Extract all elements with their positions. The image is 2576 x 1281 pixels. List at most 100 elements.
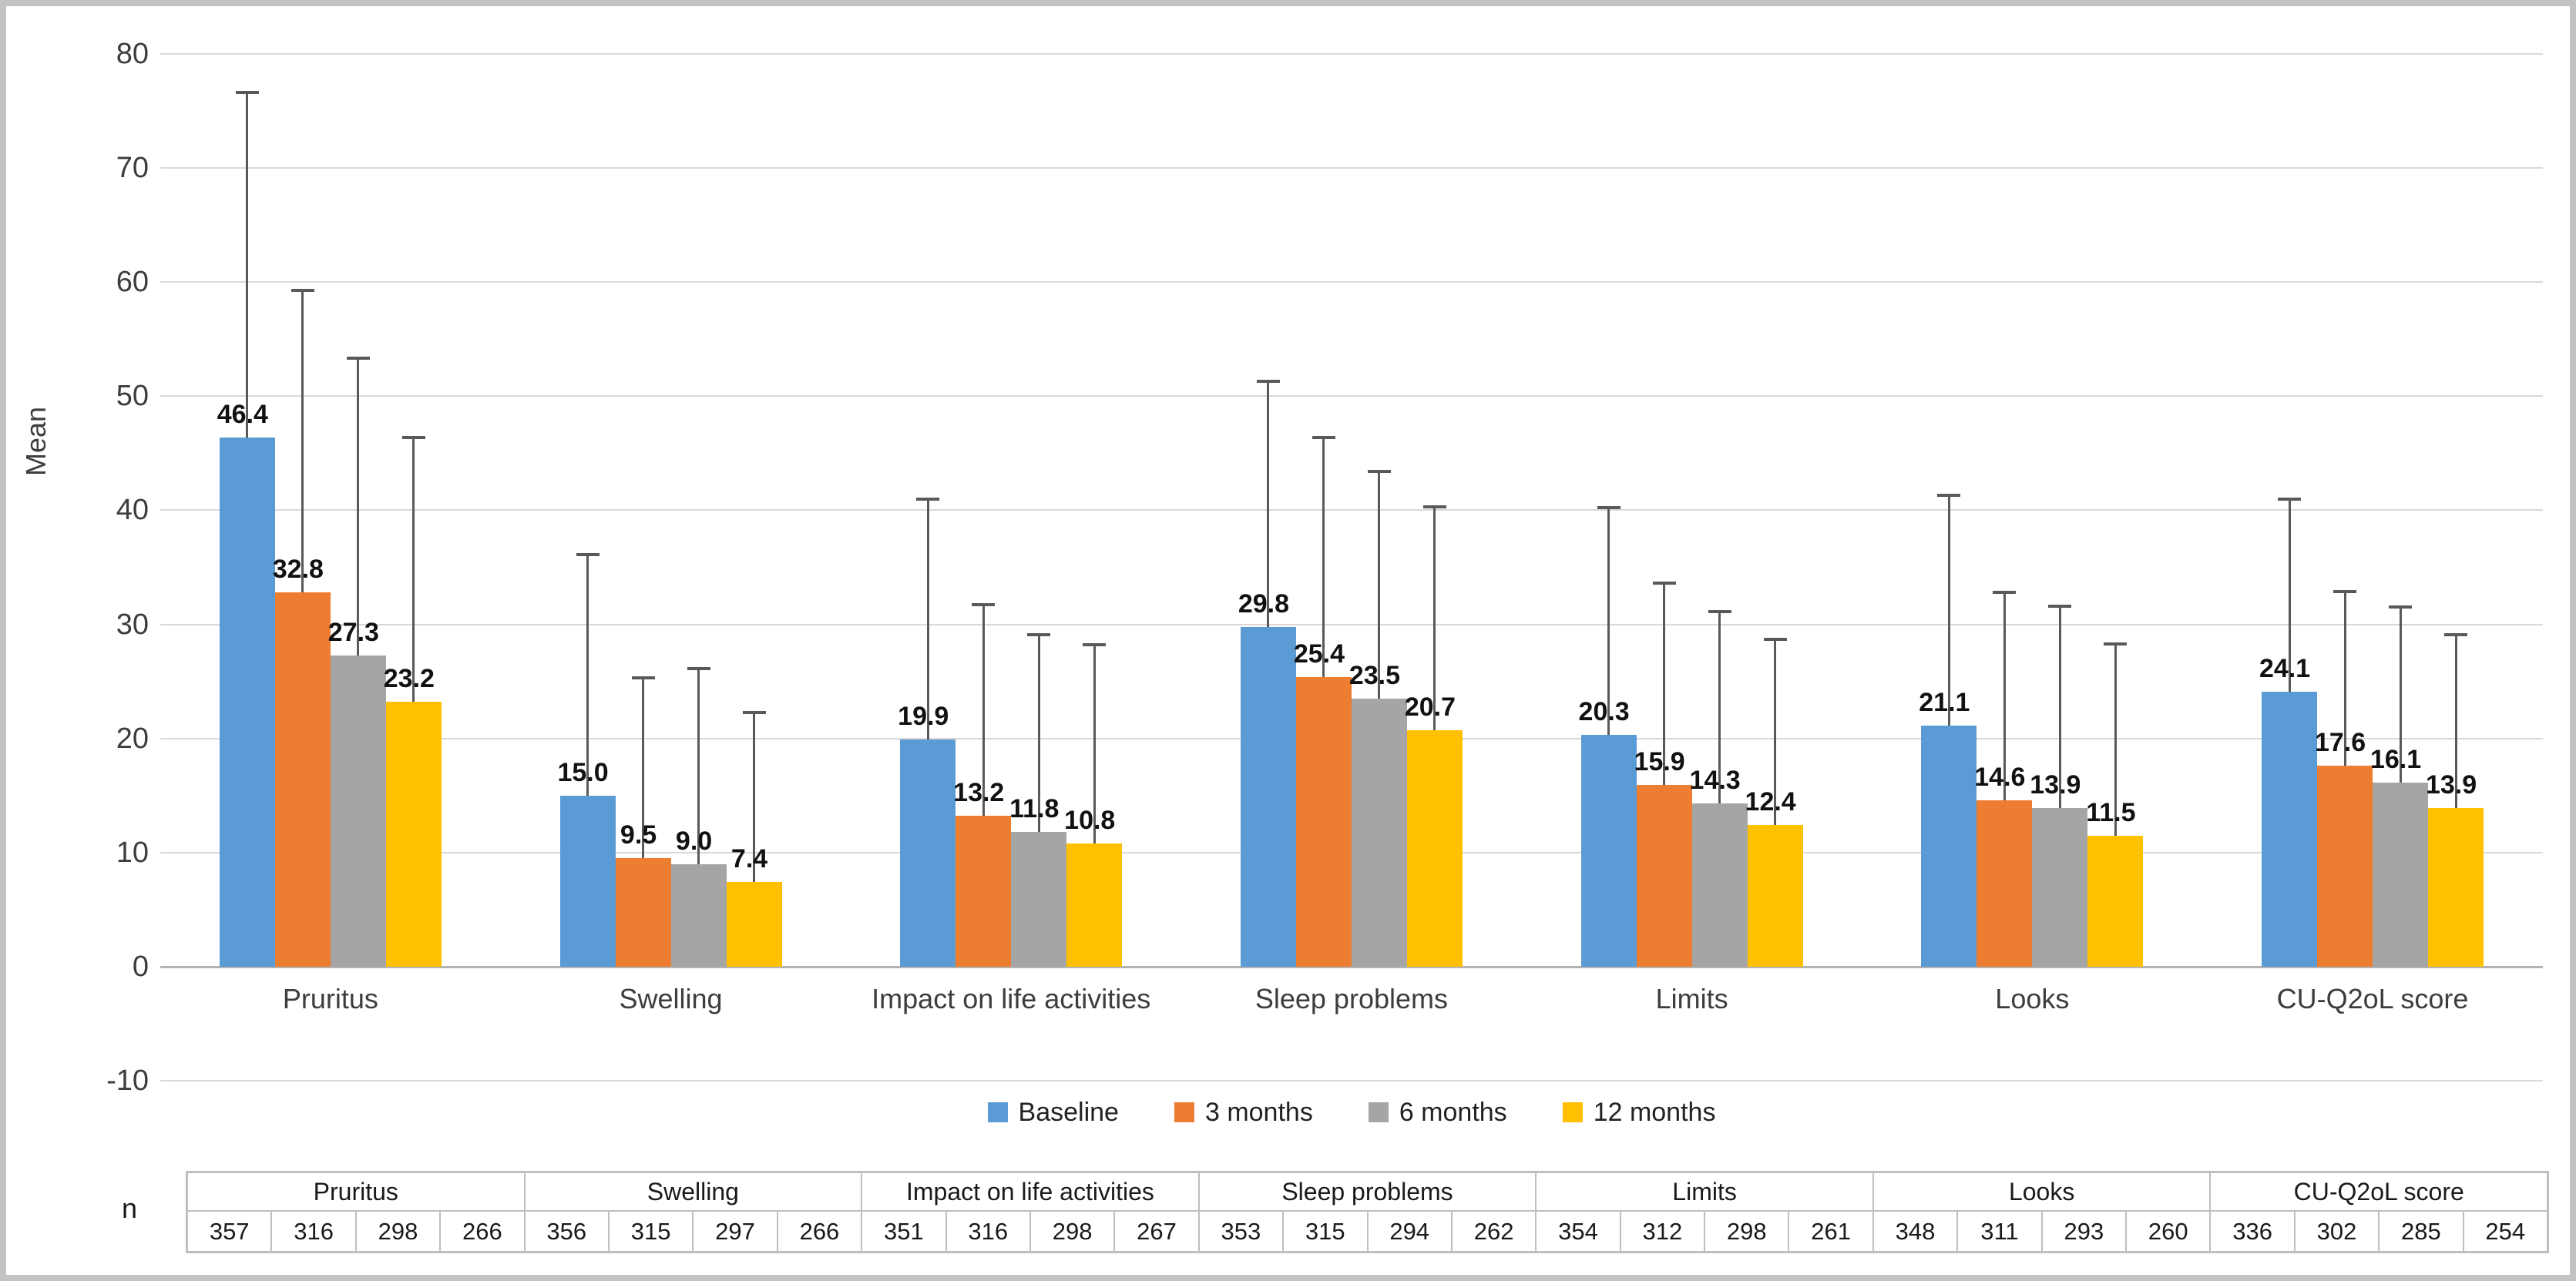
error-whisker-cap (2389, 605, 2413, 609)
y-tick-label: 50 (116, 380, 149, 413)
bar-value-label: 15.9 (1634, 747, 1685, 777)
bar-value-label: 23.5 (1348, 660, 1401, 690)
legend-swatch-icon (1174, 1102, 1194, 1122)
n-table-value-cell: 262 (1451, 1211, 1537, 1252)
bar-value-label: 9.5 (620, 820, 657, 850)
category-label-impact-on-life-activities: Impact on life activities (872, 982, 1151, 1014)
n-table-value-cell: 298 (1029, 1211, 1115, 1252)
error-whisker (1322, 437, 1325, 677)
error-whisker-cap (2278, 497, 2302, 501)
error-whisker (1718, 612, 1721, 804)
bar-value-label: 19.9 (898, 702, 949, 732)
bar-value-label: 25.4 (1293, 639, 1345, 669)
bar-value-label: 11.5 (2086, 797, 2136, 827)
error-whisker (1947, 495, 1950, 726)
n-table-header-pruritus: Pruritus (187, 1172, 525, 1211)
n-table-value-cell: 316 (945, 1211, 1030, 1252)
legend-swatch-icon (1368, 1102, 1389, 1122)
bar-3-months-limits (1636, 785, 1692, 967)
bar-value-label: 20.7 (1404, 692, 1456, 723)
error-whisker-cap (1083, 643, 1107, 647)
bar-6-months-impact-on-life-activities (1011, 832, 1067, 967)
legend-label: 3 months (1204, 1097, 1313, 1127)
error-whisker-cap (631, 676, 655, 680)
legend-label: Baseline (1018, 1097, 1119, 1127)
gridline (160, 509, 2543, 511)
n-table-value-cell: 336 (2210, 1211, 2295, 1252)
bar-value-label: 11.8 (1009, 794, 1060, 824)
error-whisker-cap (2104, 642, 2128, 646)
bar-value-label: 10.8 (1064, 805, 1116, 835)
n-table-value-cell: 260 (2126, 1211, 2211, 1252)
category-label-limits: Limits (1655, 982, 1728, 1014)
bar-baseline-sleep-problems (1240, 626, 1296, 967)
plot-area: 80 70 60 50 40 30 20 10 0 -10 46.4 32.8 27.3 23.2 Prur… (6, 6, 2570, 1275)
error-whisker (2454, 634, 2457, 808)
legend-swatch-icon (1562, 1102, 1583, 1122)
n-table-value-cell: 294 (1367, 1211, 1452, 1252)
bar-12-months-impact-on-life-activities (1066, 843, 1123, 967)
error-whisker (1774, 639, 1777, 826)
error-whisker (2399, 607, 2402, 783)
bar-6-months-pruritus (330, 655, 386, 967)
n-table-value-cell: 285 (2379, 1211, 2463, 1252)
bar-baseline-looks (1921, 726, 1977, 967)
error-whisker-cap (2444, 632, 2468, 636)
y-tick-label: -10 (106, 1065, 149, 1097)
legend-label: 12 months (1593, 1097, 1716, 1127)
error-whisker (1607, 508, 1610, 736)
error-whisker-cap (742, 710, 766, 714)
n-table-value-cell: 297 (693, 1211, 778, 1252)
bar-12-months-swelling (726, 882, 782, 967)
n-table-value-cell: 315 (1283, 1211, 1368, 1252)
error-whisker-cap (1993, 591, 2017, 595)
bar-value-label: 16.1 (2369, 745, 2422, 775)
n-table-value-cell: 266 (440, 1211, 525, 1252)
n-table-value-cell: 354 (1536, 1211, 1620, 1252)
gridline (160, 53, 2543, 55)
y-tick-label: 30 (116, 608, 149, 641)
n-table-header-cu-q2ol-score: CU-Q2oL score (2210, 1172, 2547, 1211)
error-whisker (642, 678, 645, 859)
category-label-sleep-problems: Sleep problems (1254, 982, 1448, 1014)
bar-value-label: 12.4 (1745, 787, 1796, 817)
error-whisker-cap (291, 288, 314, 292)
bar-value-label: 24.1 (2259, 653, 2311, 683)
legend-swatch-icon (987, 1102, 1008, 1122)
bar-value-label: 13.9 (2425, 770, 2477, 800)
legend-item-12-months: 12 months (1562, 1097, 1716, 1128)
bar-value-label: 14.6 (1974, 762, 2026, 792)
bar-6-months-cu-q2ol-score (2373, 783, 2429, 967)
category-label-pruritus: Pruritus (282, 982, 378, 1014)
n-table-value-cell: 348 (1872, 1211, 1958, 1252)
error-whisker-cap (346, 357, 370, 360)
y-tick-label: 0 (132, 950, 149, 983)
n-table-value-cell: 302 (2294, 1211, 2380, 1252)
error-whisker (357, 358, 360, 656)
n-table-value-cell: 254 (2463, 1211, 2547, 1252)
bar-value-label: 23.2 (383, 664, 435, 694)
legend-item-3-months: 3 months (1174, 1098, 1313, 1128)
n-table-value-cell: 298 (355, 1211, 441, 1252)
bar-value-label: 15.0 (557, 757, 609, 787)
error-whisker (753, 712, 756, 883)
bar-12-months-cu-q2ol-score (2428, 808, 2484, 967)
bar-value-label: 13.9 (2030, 770, 2081, 800)
n-table-value-cell: 293 (2041, 1211, 2127, 1252)
bar-value-label: 20.3 (1578, 697, 1630, 727)
error-whisker (1663, 583, 1666, 786)
n-table: Pruritus Swelling Impact on life activitie… (186, 1171, 2549, 1253)
bar-3-months-impact-on-life-activities (956, 816, 1012, 967)
error-whisker (1267, 381, 1270, 627)
n-table-value-cell: 351 (861, 1211, 946, 1252)
error-whisker (982, 605, 985, 817)
n-table-value-cell: 357 (187, 1211, 272, 1252)
error-whisker-cap (2048, 604, 2072, 608)
legend: Baseline 3 months 6 months 12 months (160, 1091, 2543, 1134)
error-whisker-cap (2333, 589, 2357, 593)
y-tick-label: 20 (116, 722, 149, 755)
n-table-value-cell: 312 (1620, 1211, 1705, 1252)
error-whisker (2288, 498, 2291, 692)
n-table-value-cell: 353 (1198, 1211, 1284, 1252)
